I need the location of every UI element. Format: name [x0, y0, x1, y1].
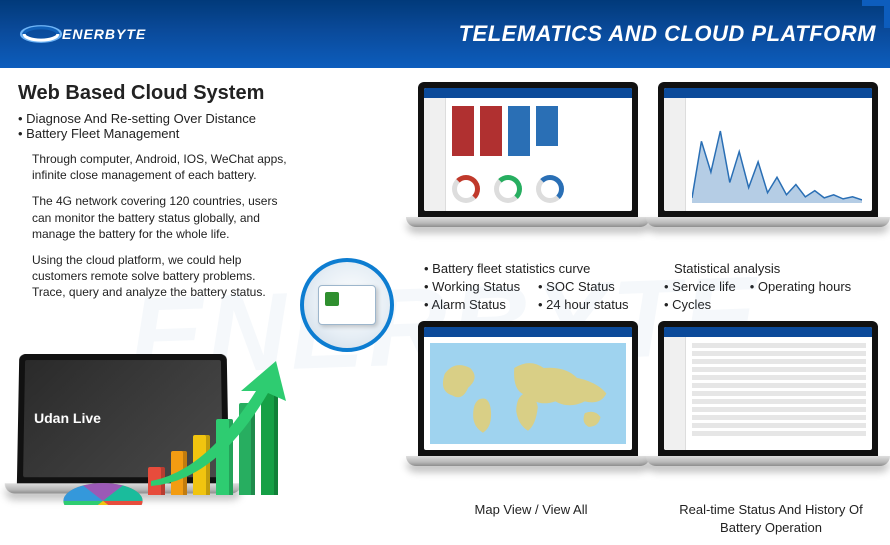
caption-text: SOC Status — [538, 278, 638, 296]
logo-icon — [18, 18, 64, 50]
bullet-item: • Diagnose And Re-setting Over Distance — [18, 111, 358, 126]
laptop-fleet-statistics — [418, 82, 638, 254]
feature-bullets: • Diagnose And Re-setting Over Distance … — [18, 111, 358, 141]
section-heading: Web Based Cloud System — [18, 82, 358, 105]
caption-history: Real-time Status And History Of Battery … — [658, 499, 878, 537]
paragraph: Using the cloud platform, we could help … — [32, 252, 292, 301]
caption-fleet: • Battery fleet statistics curve Working… — [418, 260, 638, 315]
brand-logo: ENERBYTE — [18, 18, 146, 50]
demo-laptop-label: Udan Live — [34, 410, 101, 426]
caption-text: Cycles — [664, 296, 878, 314]
caption-text: Battery fleet statistics curve — [432, 261, 590, 276]
bullet-item: • Battery Fleet Management — [18, 126, 358, 141]
paragraph: The 4G network covering 120 countries, u… — [32, 193, 292, 242]
caption-text: Service life — [664, 278, 736, 296]
world-map — [430, 343, 626, 444]
caption-text: Statistical analysis — [674, 260, 878, 278]
laptop-map-view — [418, 321, 638, 493]
screenshot-grid: • Battery fleet statistics curve Working… — [368, 82, 878, 537]
caption-text: Alarm Status — [424, 296, 524, 314]
dashboard-donuts — [452, 175, 564, 203]
laptop-history-table — [658, 321, 878, 493]
hardware-device-inset — [300, 258, 394, 352]
growth-arrow-icon — [146, 361, 296, 491]
caption-stats: Statistical analysis Service life Operat… — [658, 260, 878, 315]
content-area: ENERBYTE Web Based Cloud System • Diagno… — [0, 68, 890, 545]
page-title: TELEMATICS AND CLOUD PLATFORM — [459, 21, 876, 47]
caption-text: Working Status — [424, 278, 524, 296]
history-table — [692, 343, 866, 444]
laptop-statistical-analysis — [658, 82, 878, 254]
dashboard-bars — [452, 106, 558, 156]
paragraph: Through computer, Android, IOS, WeChat a… — [32, 151, 292, 183]
can-device-icon — [318, 285, 376, 325]
pie-chart-icon — [58, 459, 148, 505]
caption-text: 24 hour status — [538, 296, 638, 314]
corner-accent — [862, 0, 890, 28]
caption-map: Map View / View All — [418, 499, 638, 537]
area-chart — [692, 123, 862, 203]
header-bar: ENERBYTE TELEMATICS AND CLOUD PLATFORM — [0, 0, 890, 68]
bullet-text: Diagnose And Re-setting Over Distance — [26, 111, 256, 126]
marketing-graphic: Udan Live — [18, 311, 358, 501]
caption-text: Operating hours — [750, 278, 851, 296]
brand-name: ENERBYTE — [62, 26, 146, 42]
bullet-text: Battery Fleet Management — [26, 126, 179, 141]
